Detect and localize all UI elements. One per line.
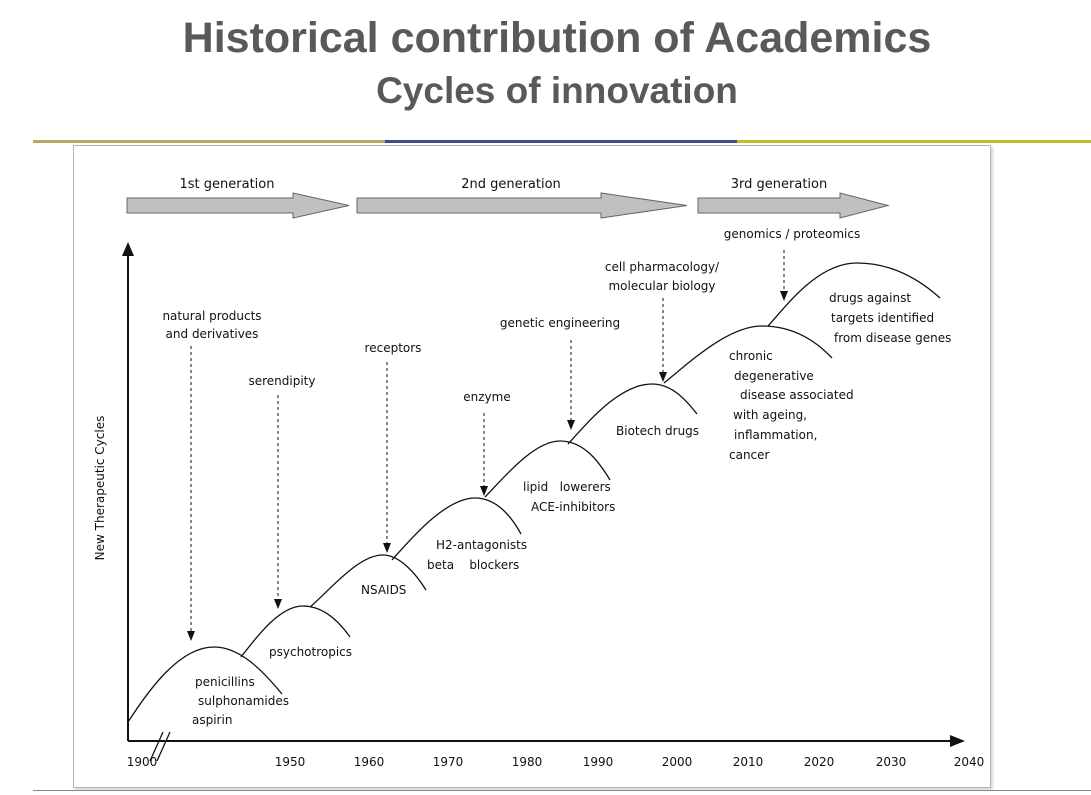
generation-label-1: 1st generation (180, 177, 275, 192)
cycle-label-chronic-6: cancer (729, 448, 770, 462)
cycle-label-chronic-3: disease associated (740, 388, 854, 402)
driver-label-enzyme: enzyme (463, 390, 510, 404)
x-tick-2010: 2010 (733, 755, 764, 769)
driver-label-genetic: genetic engineering (500, 316, 620, 330)
driver-label-cell-2: molecular biology (608, 279, 715, 293)
cycle-label-biotech-drugs: Biotech drugs (616, 424, 699, 438)
cycle-label-beta-blockers: beta blockers (427, 558, 519, 572)
cycle-curve-3 (309, 554, 427, 608)
slide-subtitle: Cycles of innovation (376, 70, 738, 111)
cycle-label-nsaids: NSAIDS (361, 583, 406, 597)
x-tick-2040: 2040 (954, 755, 985, 769)
cycle-label-h2-antagonists: H2-antagonists (436, 538, 527, 552)
cycle-label-penicillins: penicillins (195, 675, 255, 689)
driver-label-receptors: receptors (365, 341, 422, 355)
driver-labels: natural products and derivatives serendi… (162, 227, 860, 404)
driver-label-serendipity: serendipity (248, 374, 315, 388)
cycle-curve-2 (240, 605, 351, 658)
axis-break-mark-2 (156, 731, 171, 762)
axis-break-mark-1 (149, 731, 164, 762)
cycle-label-chronic-4: with ageing, (733, 408, 807, 422)
cycle-curves (127, 262, 941, 723)
driver-arrows (187, 250, 788, 641)
cycle-label-psychotropics: psychotropics (269, 645, 352, 659)
x-tick-1990: 1990 (583, 755, 614, 769)
x-axis-arrowhead (950, 735, 965, 747)
cycle-curve-6 (567, 383, 698, 445)
cycle-label-aspirin: aspirin (192, 713, 232, 727)
y-axis-arrowhead (122, 242, 134, 256)
cycle-curve-1 (127, 646, 283, 723)
x-tick-1950: 1950 (275, 755, 306, 769)
generation-label-3: 3rd generation (731, 177, 827, 192)
driver-label-genomics: genomics / proteomics (724, 227, 860, 241)
generation-label-2: 2nd generation (461, 177, 561, 192)
title-rule-segment-middle (385, 140, 737, 143)
driver-label-cell-1: cell pharmacology/ (605, 260, 720, 274)
x-tick-1960: 1960 (354, 755, 385, 769)
generation-arrows (126, 192, 890, 219)
cycle-curve-8 (767, 262, 941, 327)
x-tick-1970: 1970 (433, 755, 464, 769)
cycle-curve-7 (663, 325, 833, 384)
y-axis-label: New Therapeutic Cycles (93, 416, 107, 561)
title-rule-segment-left (33, 140, 385, 143)
title-rule-segment-right (737, 140, 1091, 143)
cycle-label-chronic-5: inflammation, (734, 428, 817, 442)
generation-arrow-2 (356, 192, 688, 219)
cycle-label-drugs-against-1: drugs against (829, 291, 911, 305)
cycle-label-drugs-against-3: from disease genes (834, 331, 951, 345)
driver-label-natural-1: natural products (162, 309, 261, 323)
x-tick-2020: 2020 (804, 755, 835, 769)
cycles-diagram-frame (73, 145, 991, 788)
x-tick-labels: 1900 1950 1960 1970 1980 1990 2000 2010 … (127, 755, 985, 769)
bottom-divider (33, 790, 1091, 791)
generation-arrow-3 (697, 192, 890, 219)
cycle-label-chronic-1: chronic (729, 349, 773, 363)
cycle-label-chronic-2: degenerative (734, 369, 814, 383)
cycle-label-drugs-against-2: targets identified (831, 311, 934, 325)
cycle-label-sulphonamides: sulphonamides (198, 694, 289, 708)
x-tick-2030: 2030 (876, 755, 907, 769)
slide-title: Historical contribution of Academics (182, 14, 932, 62)
cycle-labels: penicillins sulphonamides aspirin psycho… (192, 291, 951, 727)
x-tick-1980: 1980 (512, 755, 543, 769)
x-tick-2000: 2000 (662, 755, 693, 769)
cycle-curve-4 (391, 497, 522, 561)
x-tick-1900: 1900 (127, 755, 158, 769)
cycle-curve-5 (484, 440, 611, 498)
generation-arrow-1 (126, 192, 350, 219)
driver-label-natural-2: and derivatives (166, 327, 259, 341)
cycle-label-lipid-lowerers: lipid lowerers (523, 480, 611, 494)
cycle-label-ace-inhibitors: ACE-inhibitors (531, 500, 615, 514)
